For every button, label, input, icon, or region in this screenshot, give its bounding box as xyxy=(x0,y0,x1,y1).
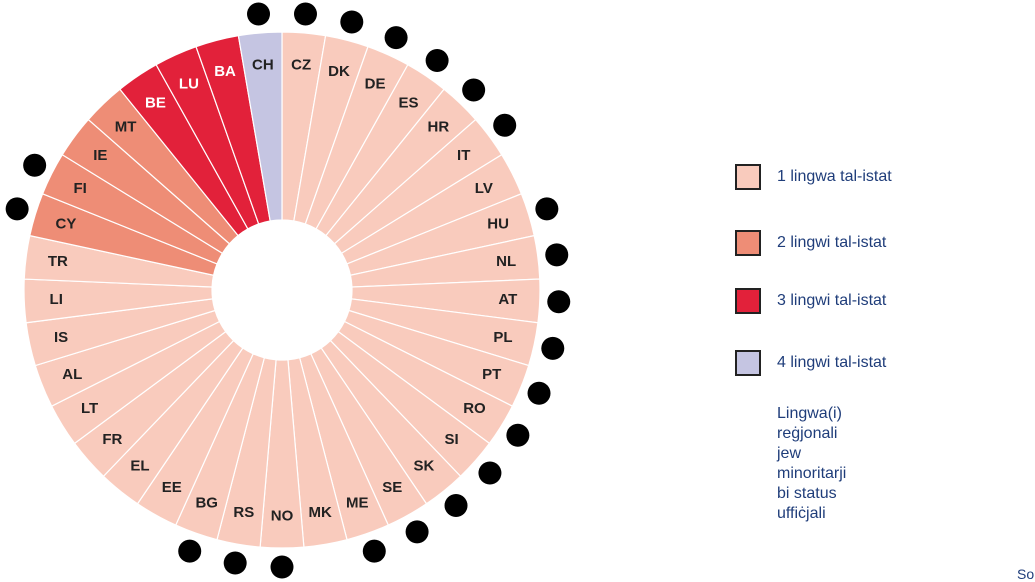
minority-dot-it xyxy=(493,113,517,137)
legend-minority-line2: minoritarji bi status uffiċjali xyxy=(777,465,847,522)
donut-hole xyxy=(212,220,352,360)
legend-swatch xyxy=(735,288,761,314)
segment-label-it: IT xyxy=(457,147,470,164)
minority-dot-no xyxy=(270,555,294,579)
minority-dot-sk xyxy=(444,494,468,518)
minority-dot-pt xyxy=(527,381,551,405)
segment-label-de: DE xyxy=(365,76,386,93)
legend-swatch xyxy=(735,350,761,376)
minority-dot-cz xyxy=(293,2,317,26)
legend-swatch xyxy=(735,164,761,190)
minority-dot-at xyxy=(547,290,571,314)
minority-dots xyxy=(5,2,571,579)
segment-label-dk: DK xyxy=(328,63,350,80)
segment-label-al: AL xyxy=(62,366,82,383)
segment-label-at: AT xyxy=(498,291,517,308)
minority-dot-me xyxy=(362,539,386,563)
segment-label-cz: CZ xyxy=(291,56,311,73)
segment-label-se: SE xyxy=(382,479,402,496)
segment-label-sk: SK xyxy=(414,457,435,474)
segment-label-ch: CH xyxy=(252,56,274,73)
minority-dot-nl xyxy=(545,243,569,267)
minority-dot-dk xyxy=(340,10,364,34)
source-note: So xyxy=(1017,566,1035,582)
segment-label-tr: TR xyxy=(48,253,68,270)
segment-label-cy: CY xyxy=(55,215,76,232)
segment-label-fi: FI xyxy=(74,180,87,197)
segment-label-lv: LV xyxy=(475,180,493,197)
segment-label-pl: PL xyxy=(493,329,512,346)
segment-label-bg: BG xyxy=(195,495,218,512)
minority-dot-pl xyxy=(541,336,565,360)
legend-label: 4 lingwi tal-istat xyxy=(777,354,887,371)
segment-label-ee: EE xyxy=(162,479,182,496)
legend-item-1-language: 1 lingwa tal-istat xyxy=(735,164,1035,194)
segment-label-mt: MT xyxy=(115,118,137,135)
segment-label-nl: NL xyxy=(496,253,516,270)
segment-label-ro: RO xyxy=(463,400,486,417)
legend-item-2-languages: 2 lingwi tal-istat xyxy=(735,230,1035,260)
segment-label-me: ME xyxy=(346,495,369,512)
legend-item-4-languages: 4 lingwi tal-istat xyxy=(735,350,1035,380)
segment-label-el: EL xyxy=(130,457,149,474)
legend-label: 1 lingwa tal-istat xyxy=(777,168,892,185)
minority-dot-fi xyxy=(23,153,47,177)
segment-label-ba: BA xyxy=(214,63,236,80)
minority-dot-ch xyxy=(247,2,271,26)
legend-label: 2 lingwi tal-istat xyxy=(777,234,887,251)
segment-label-lu: LU xyxy=(179,76,199,93)
legend-swatch xyxy=(735,230,761,256)
minority-dot-bg xyxy=(178,539,202,563)
segment-label-si: SI xyxy=(445,431,459,448)
segment-label-be: BE xyxy=(145,94,166,111)
segment-label-mk: MK xyxy=(309,504,332,521)
legend-item-3-languages: 3 lingwi tal-istat xyxy=(735,288,1035,318)
segment-label-hr: HR xyxy=(428,118,450,135)
legend-minority-note: Lingwa(i) reġjonali jew minoritarji bi s… xyxy=(777,404,846,524)
segment-label-ie: IE xyxy=(93,147,107,164)
minority-dot-hu xyxy=(535,197,559,221)
segment-label-no: NO xyxy=(271,508,294,525)
minority-dot-hr xyxy=(462,78,486,102)
minority-dot-es xyxy=(425,49,449,73)
segment-label-li: LI xyxy=(50,291,63,308)
minority-dot-de xyxy=(384,26,408,50)
donut-segments xyxy=(23,31,541,549)
minority-dot-ro xyxy=(506,423,530,447)
segment-label-fr: FR xyxy=(102,431,122,448)
segment-label-rs: RS xyxy=(233,504,254,521)
minority-dot-se xyxy=(405,520,429,544)
segment-label-pt: PT xyxy=(482,366,501,383)
segment-label-hu: HU xyxy=(487,215,509,232)
legend-label: 3 lingwi tal-istat xyxy=(777,292,887,309)
segment-label-lt: LT xyxy=(81,400,98,417)
segment-label-is: IS xyxy=(54,329,68,346)
minority-dot-si xyxy=(478,461,502,485)
legend-minority-line1: Lingwa(i) reġjonali jew xyxy=(777,405,842,462)
segment-label-es: ES xyxy=(399,94,419,111)
minority-dot-cy xyxy=(5,197,29,221)
minority-dot-rs xyxy=(223,551,247,575)
